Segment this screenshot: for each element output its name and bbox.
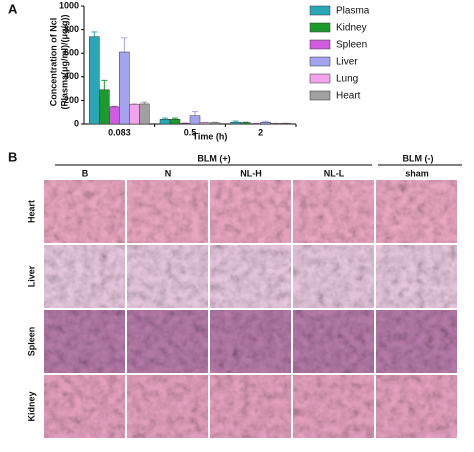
bar [260,121,271,125]
column-label: NL-H [240,168,262,178]
micrograph [376,245,457,308]
legend-label: Liver [336,57,358,68]
legend-swatch [309,73,331,84]
micrograph [127,310,208,373]
x-tick-label: 2 [258,127,263,137]
column-label: B [82,168,89,178]
y-tick-label: 0 [74,118,79,128]
legend-label: Plasma [336,6,370,17]
y-tick-label: 200 [64,95,79,105]
bar [270,123,281,125]
row-label: Kidney [26,391,36,421]
micrograph [376,180,457,243]
micrograph [44,245,125,308]
micrograph [127,180,208,243]
bar [109,106,120,125]
micrograph [376,375,457,438]
bar [189,115,201,125]
micrograph [293,375,374,438]
micrograph [293,180,374,243]
panel-label: A [8,1,18,16]
legend-swatch [309,39,331,50]
group-label: BLM (-) [403,153,434,163]
micrograph [44,375,125,438]
column-label: N [165,168,172,178]
legend-swatch [309,56,331,67]
x-axis-label: Time (h) [193,131,228,141]
y-tick-label: 400 [64,71,79,81]
bar [129,104,140,125]
y-tick-label: 1000 [59,0,79,10]
bar [159,119,171,125]
x-tick-label: 0.083 [108,127,131,137]
bar [89,36,100,125]
micrograph [127,375,208,438]
bar [139,103,150,125]
bar [209,122,221,125]
legend-swatch [309,5,331,16]
micrograph [210,180,291,243]
row-label: Spleen [26,327,36,357]
histology-grid: BLM (+) BLM (-) B N NL-H NL-L sham Heart Liver Sp… [26,153,462,438]
legend-label: Spleen [336,40,367,51]
bar [169,119,181,125]
y-axis-label: (Plasma(μg/ml)/(μg/g)) [59,14,69,109]
micrograph [293,245,374,308]
column-label: NL-L [324,168,345,178]
row-label: Liver [26,265,36,287]
legend-label: Kidney [336,23,367,34]
micrograph [127,245,208,308]
row-label: Heart [26,200,36,223]
bar [119,51,130,125]
x-tick-label: 0.5 [184,127,197,137]
bar [199,122,211,125]
micrograph [210,310,291,373]
legend-swatch [309,90,331,101]
bar [230,121,241,125]
group-label: BLM (+) [197,153,230,163]
micrograph [293,310,374,373]
column-label: sham [405,168,429,178]
micrograph [44,310,125,373]
panel-label: B [8,149,17,164]
legend-label: Lung [336,74,358,85]
legend-swatch [309,22,331,33]
legend-label: Heart [336,91,361,102]
bar [179,123,191,125]
micrograph [376,310,457,373]
micrograph [210,245,291,308]
bar [99,89,110,125]
y-axis-label: Concentration of Ncl [48,18,58,107]
bar [280,123,291,125]
micrograph [210,375,291,438]
y-tick-label: 600 [64,48,79,58]
y-tick-label: 800 [64,24,79,34]
micrograph [44,180,125,243]
bar [240,122,251,125]
